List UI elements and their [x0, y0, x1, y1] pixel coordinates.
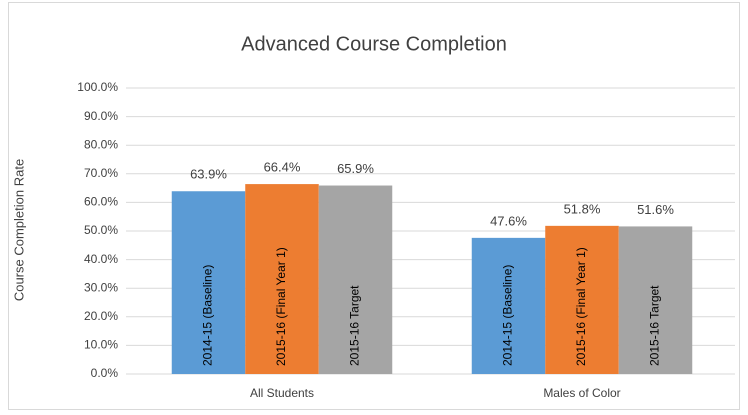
y-tick-label: 90.0%	[84, 109, 118, 123]
y-tick-label: 50.0%	[84, 223, 118, 237]
bar	[545, 225, 619, 374]
y-tick-label: 30.0%	[84, 280, 118, 294]
chart-title: Advanced Course Completion	[241, 33, 507, 55]
y-tick-label: 20.0%	[84, 309, 118, 323]
bar	[471, 237, 546, 374]
y-tick-label: 0.0%	[91, 366, 119, 380]
y-tick-label: 60.0%	[84, 195, 118, 209]
series-label: 2015-16 (Final Year 1)	[574, 247, 588, 366]
data-label: 51.8%	[564, 201, 601, 216]
data-label: 65.9%	[337, 161, 374, 176]
bar	[245, 184, 319, 374]
y-tick-label: 10.0%	[84, 338, 118, 352]
series-label: 2014-15 (Baseline)	[201, 265, 215, 366]
bar	[618, 226, 693, 374]
data-label: 47.6%	[490, 213, 527, 228]
x-tick-label: Males of Color	[543, 386, 620, 400]
data-label: 51.6%	[637, 202, 674, 217]
y-tick-label: 100.0%	[77, 80, 118, 94]
y-tick-label: 40.0%	[84, 252, 118, 266]
y-tick-label: 70.0%	[84, 166, 118, 180]
y-tick-label: 80.0%	[84, 137, 118, 151]
series-label: 2015-16 (Final Year 1)	[274, 247, 288, 366]
series-label: 2015-16 Target	[348, 285, 362, 366]
x-tick-label: All Students	[250, 386, 314, 400]
y-axis-label: Course Completion Rate	[11, 159, 26, 301]
data-label: 63.9%	[190, 167, 227, 182]
bar	[318, 185, 393, 374]
series-label: 2015-16 Target	[648, 285, 662, 366]
bar	[171, 191, 246, 374]
data-label: 66.4%	[264, 160, 301, 175]
series-label: 2014-15 (Baseline)	[501, 265, 515, 366]
